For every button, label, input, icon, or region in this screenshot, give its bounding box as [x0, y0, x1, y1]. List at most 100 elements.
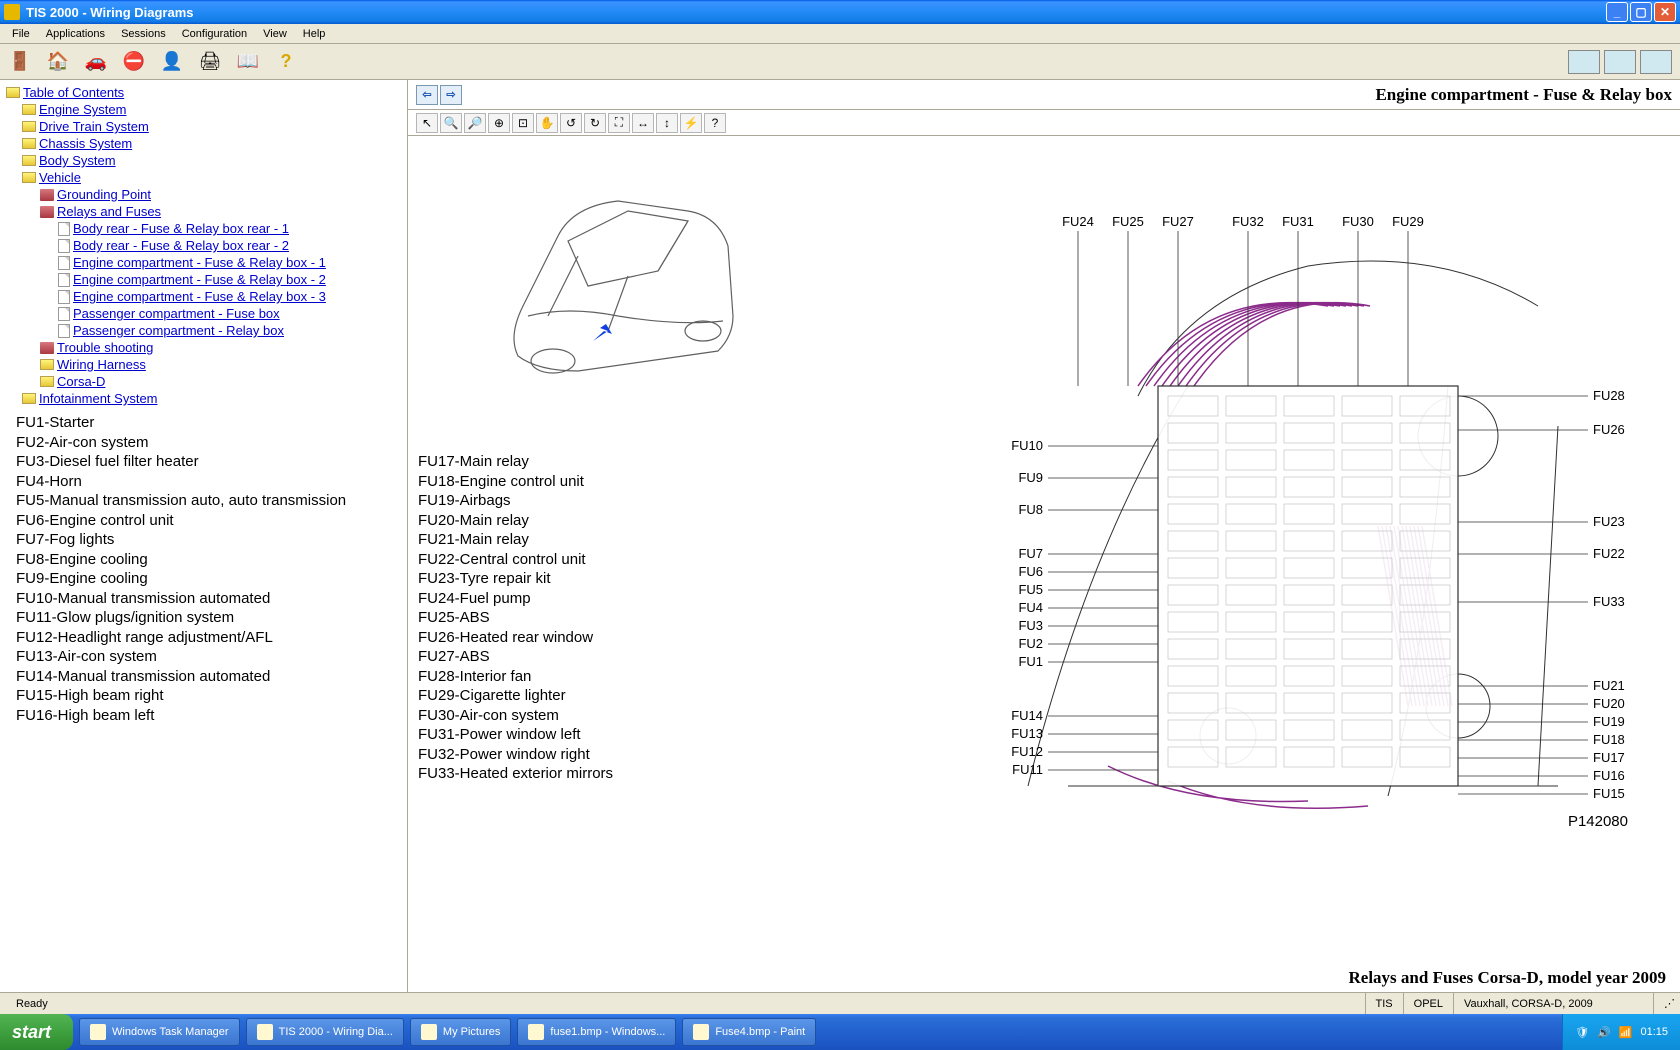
home-icon[interactable]: 🏠 — [46, 50, 70, 74]
toc-item[interactable]: Vehicle — [6, 169, 401, 186]
taskbar-button[interactable]: My Pictures — [410, 1018, 511, 1046]
close-button[interactable]: ✕ — [1654, 2, 1676, 22]
print-icon[interactable]: 🖨 — [198, 50, 222, 74]
toc-item[interactable]: Grounding Point — [6, 186, 401, 203]
toc-item[interactable]: Relays and Fuses — [6, 203, 401, 220]
menu-configuration[interactable]: Configuration — [174, 26, 255, 42]
taskbar-button[interactable]: TIS 2000 - Wiring Dia... — [246, 1018, 404, 1046]
vehicle-view-2[interactable] — [1604, 50, 1636, 74]
fuse-entry: FU31-Power window left — [418, 725, 613, 745]
toc-link[interactable]: Relays and Fuses — [57, 204, 161, 219]
toc-link[interactable]: Engine compartment - Fuse & Relay box - … — [73, 255, 326, 270]
fuse-entry: FU30-Air-con system — [418, 706, 613, 726]
toc-link[interactable]: Wiring Harness — [57, 357, 146, 372]
fit-width-tool[interactable]: ↔ — [632, 113, 654, 133]
system-tray[interactable]: 🛡 🔊 📶 01:15 — [1562, 1014, 1680, 1050]
toc-item[interactable]: Engine System — [6, 101, 401, 118]
vehicle-view-3[interactable] — [1640, 50, 1672, 74]
toc-link[interactable]: Engine System — [39, 102, 126, 117]
tray-icon[interactable]: 🛡 — [1575, 1026, 1589, 1039]
highlight-tool[interactable]: ⚡ — [680, 113, 702, 133]
toc-link[interactable]: Body rear - Fuse & Relay box rear - 2 — [73, 238, 289, 253]
taskbar-button[interactable]: fuse1.bmp - Windows... — [517, 1018, 676, 1046]
toc-item[interactable]: Engine compartment - Fuse & Relay box - … — [6, 271, 401, 288]
fuse-entry: FU19-Airbags — [418, 491, 613, 511]
toc-link[interactable]: Body System — [39, 153, 116, 168]
maximize-button[interactable]: ▢ — [1630, 2, 1652, 22]
toc-link[interactable]: Corsa-D — [57, 374, 105, 389]
toc-link[interactable]: Passenger compartment - Fuse box — [73, 306, 280, 321]
fit-height-tool[interactable]: ↕ — [656, 113, 678, 133]
toc-link[interactable]: Engine compartment - Fuse & Relay box - … — [73, 272, 326, 287]
toc-link[interactable]: Grounding Point — [57, 187, 151, 202]
fuse-entry: FU14-Manual transmission automated — [16, 667, 401, 687]
tray-clock[interactable]: 01:15 — [1640, 1026, 1668, 1038]
start-button[interactable]: start — [0, 1014, 73, 1050]
toc-item[interactable]: Engine compartment - Fuse & Relay box - … — [6, 288, 401, 305]
menu-help[interactable]: Help — [295, 26, 334, 42]
fuse-entry: FU7-Fog lights — [16, 530, 401, 550]
zoom-out-tool[interactable]: 🔎 — [464, 113, 486, 133]
book-icon[interactable]: 📖 — [236, 50, 260, 74]
toc-root[interactable]: Table of Contents — [23, 85, 124, 100]
cancel-icon[interactable]: ⛔ — [122, 50, 146, 74]
menu-file[interactable]: File — [4, 26, 38, 42]
svg-text:FU29: FU29 — [1392, 214, 1424, 229]
car-icon[interactable]: 🚗 — [84, 50, 108, 74]
toc-item[interactable]: Corsa-D — [6, 373, 401, 390]
taskbar-button[interactable]: Fuse4.bmp - Paint — [682, 1018, 816, 1046]
toc-item[interactable]: Engine compartment - Fuse & Relay box - … — [6, 254, 401, 271]
toc-item[interactable]: Body rear - Fuse & Relay box rear - 1 — [6, 220, 401, 237]
taskbar-button[interactable]: Windows Task Manager — [79, 1018, 240, 1046]
zoom-region-tool[interactable]: ⊡ — [512, 113, 534, 133]
menu-view[interactable]: View — [255, 26, 295, 42]
fuse-entry: FU8-Engine cooling — [16, 550, 401, 570]
toc-link[interactable]: Trouble shooting — [57, 340, 153, 355]
page-icon — [58, 239, 70, 253]
tray-icon[interactable]: 🔊 — [1597, 1026, 1611, 1039]
fuse-entry: FU24-Fuel pump — [418, 589, 613, 609]
menu-applications[interactable]: Applications — [38, 26, 113, 42]
fusebox-diagram: FU24FU25FU27FU32FU31FU30FU29FU10FU9FU8FU… — [688, 146, 1668, 866]
toc-item[interactable]: Drive Train System — [6, 118, 401, 135]
menu-sessions[interactable]: Sessions — [113, 26, 174, 42]
toc-item[interactable]: Wiring Harness — [6, 356, 401, 373]
toc-item[interactable]: Body System — [6, 152, 401, 169]
view-help-tool[interactable]: ? — [704, 113, 726, 133]
app-icon — [90, 1024, 106, 1040]
toc-item[interactable]: Body rear - Fuse & Relay box rear - 2 — [6, 237, 401, 254]
content-footer: Relays and Fuses Corsa-D, model year 200… — [1349, 968, 1666, 988]
toc-item[interactable]: Infotainment System — [6, 390, 401, 407]
page-icon — [58, 324, 70, 338]
nav-back-button[interactable]: ⇦ — [416, 85, 438, 105]
toc-item[interactable]: Passenger compartment - Relay box — [6, 322, 401, 339]
fit-tool[interactable]: ⛶ — [608, 113, 630, 133]
zoom-in-tool[interactable]: 🔍 — [440, 113, 462, 133]
vehicle-view-1[interactable] — [1568, 50, 1600, 74]
toc-link[interactable]: Chassis System — [39, 136, 132, 151]
door-icon[interactable]: 🚪 — [8, 50, 32, 74]
help-icon[interactable]: ? — [274, 50, 298, 74]
toc-link[interactable]: Passenger compartment - Relay box — [73, 323, 284, 338]
toc-item[interactable]: Passenger compartment - Fuse box — [6, 305, 401, 322]
rotate-cw-tool[interactable]: ↻ — [584, 113, 606, 133]
minimize-button[interactable]: _ — [1606, 2, 1628, 22]
diagram-area[interactable]: FU17-Main relayFU18-Engine control unitF… — [408, 136, 1680, 992]
toc-link[interactable]: Vehicle — [39, 170, 81, 185]
taskbar-label: Windows Task Manager — [112, 1026, 229, 1038]
toc-link[interactable]: Drive Train System — [39, 119, 149, 134]
pan-tool[interactable]: ✋ — [536, 113, 558, 133]
tray-icon[interactable]: 📶 — [1619, 1026, 1633, 1039]
nav-forward-button[interactable]: ⇨ — [440, 85, 462, 105]
rotate-ccw-tool[interactable]: ↺ — [560, 113, 582, 133]
person-icon[interactable]: 👤 — [160, 50, 184, 74]
toc-link[interactable]: Body rear - Fuse & Relay box rear - 1 — [73, 221, 289, 236]
toc-link[interactable]: Engine compartment - Fuse & Relay box - … — [73, 289, 326, 304]
svg-text:FU9: FU9 — [1018, 470, 1043, 485]
toc-item[interactable]: Chassis System — [6, 135, 401, 152]
toc-link[interactable]: Infotainment System — [39, 391, 158, 406]
toc-item[interactable]: Trouble shooting — [6, 339, 401, 356]
pointer-tool[interactable]: ↖ — [416, 113, 438, 133]
zoom-tool[interactable]: ⊕ — [488, 113, 510, 133]
fuse-entry: FU6-Engine control unit — [16, 511, 401, 531]
